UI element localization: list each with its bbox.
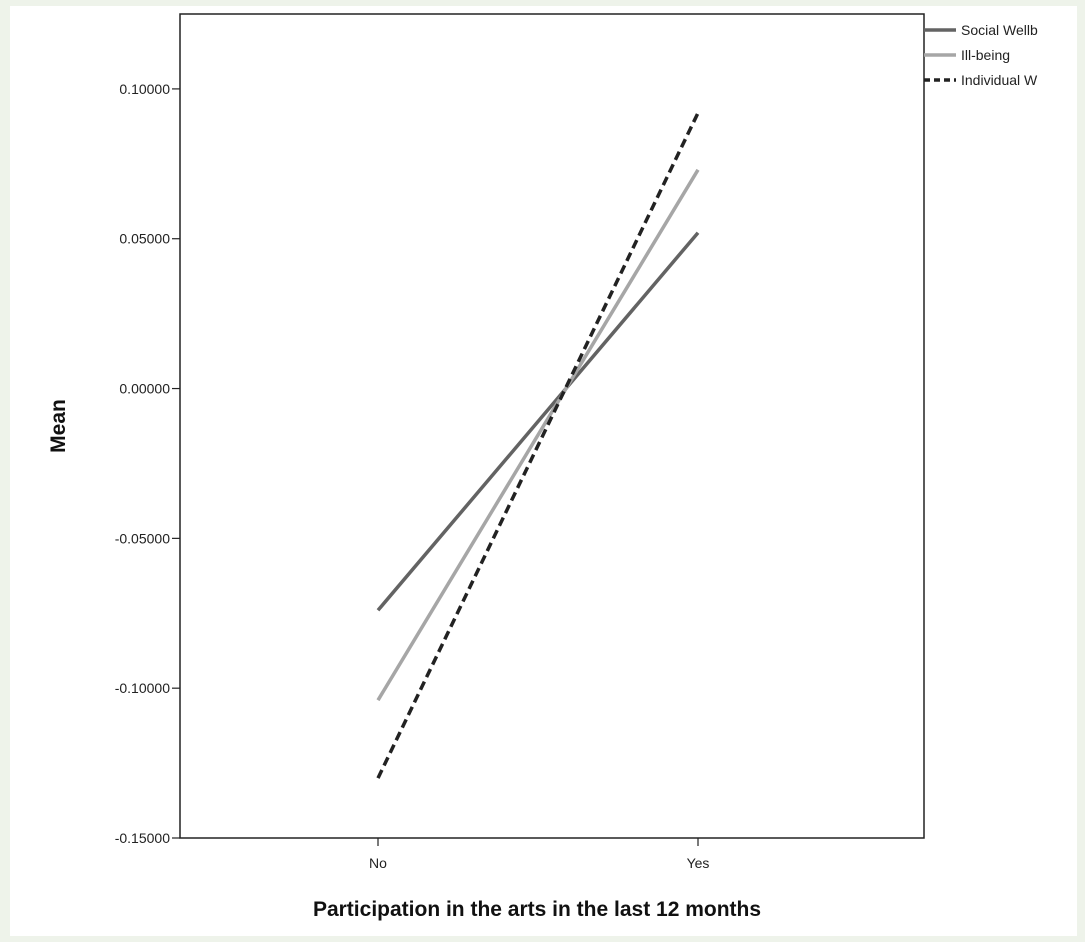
y-tick-label: 0.10000 — [119, 81, 170, 97]
legend: Social Wellb Ill-being Individual W — [924, 22, 1038, 88]
legend-label: Individual W — [961, 72, 1038, 88]
legend-label: Social Wellb — [961, 22, 1038, 38]
legend-label: Ill-being — [961, 47, 1010, 63]
series-lines — [376, 112, 700, 779]
y-tick-label: 0.00000 — [119, 381, 170, 397]
line-chart: -0.15000 -0.10000 -0.05000 0.00000 0.05000 0.… — [47, 13, 1038, 921]
y-tick-label: -0.10000 — [115, 680, 170, 696]
x-tick-label: No — [369, 855, 387, 871]
y-tick-label: -0.15000 — [115, 830, 170, 846]
series-line-1 — [376, 168, 700, 702]
x-axis-title: Participation in the arts in the last 12… — [313, 898, 761, 921]
series-line-2 — [376, 112, 700, 779]
y-axis: -0.15000 -0.10000 -0.05000 0.00000 0.05000 0.… — [115, 81, 180, 846]
y-tick-label: 0.05000 — [119, 231, 170, 247]
plot-area-frame — [179, 13, 925, 839]
x-tick-label: Yes — [687, 855, 710, 871]
figure-panel: -0.15000 -0.10000 -0.05000 0.00000 0.05000 0.… — [10, 6, 1077, 936]
series-line-0 — [376, 231, 700, 612]
x-axis: No Yes — [369, 838, 709, 871]
y-tick-label: -0.05000 — [115, 530, 170, 546]
y-axis-title: Mean — [47, 399, 70, 453]
